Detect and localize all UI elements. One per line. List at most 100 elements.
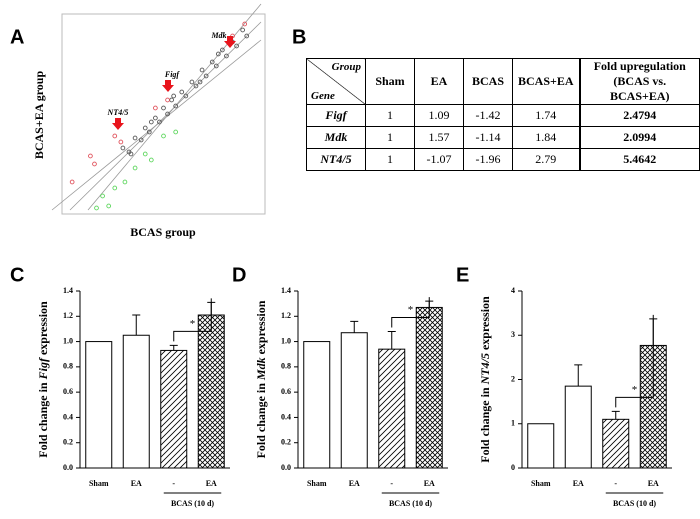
- table-cell: EA: [414, 58, 464, 105]
- y-tick-label: 0.2: [281, 438, 291, 447]
- table-cell: Sham: [365, 58, 415, 105]
- panel-label: E: [456, 264, 469, 286]
- header-line: Fold upregulation: [593, 59, 686, 73]
- table-cell: NT4/5: [306, 148, 366, 171]
- point: [112, 133, 118, 139]
- point: [171, 93, 176, 99]
- panel-label: D: [232, 264, 246, 286]
- point: [161, 133, 166, 139]
- y-tick-label: 1.4: [281, 286, 291, 295]
- point: [100, 193, 105, 199]
- arrow: [112, 118, 124, 130]
- y-tick-label: 0.0: [63, 463, 73, 472]
- point: [209, 59, 215, 65]
- arrow: [224, 36, 236, 48]
- y-tick-label: 0.8: [63, 362, 73, 371]
- bar: [160, 349, 188, 469]
- error-bar: [132, 314, 141, 336]
- table-row: Mdk 1 1.57 -1.14 1.84 2.0994: [306, 126, 700, 149]
- point: [132, 135, 138, 141]
- header-line: (BCAS vs. BCAS+EA): [610, 74, 670, 103]
- significance-bracket: [615, 314, 654, 408]
- y-tick-label: 0: [511, 463, 515, 472]
- x-tick-label: EA: [424, 479, 435, 488]
- y-label-part: Figf: [36, 357, 50, 380]
- table-cell: Group Gene: [306, 58, 366, 105]
- error-bar: [169, 344, 178, 351]
- point: [189, 79, 195, 85]
- annotation: Figf: [164, 70, 181, 79]
- y-axis-label: Fold change in NT4/5 expression: [478, 296, 492, 463]
- bar: [85, 341, 113, 469]
- bar: [415, 306, 443, 469]
- table-cell: 1.74: [511, 104, 581, 127]
- point: [183, 93, 189, 99]
- y-axis-label: Fold change in Figf expression: [36, 301, 50, 458]
- panel-label: A: [10, 26, 24, 48]
- group-label: BCAS (10 d): [613, 499, 656, 508]
- y-label-part: Fold change in: [478, 384, 492, 462]
- y-label-part: Fold change in: [254, 380, 268, 458]
- point: [148, 157, 154, 163]
- table-cell: 2.4794: [578, 104, 700, 127]
- point: [146, 129, 152, 135]
- x-tick-label: -: [614, 479, 617, 488]
- point: [173, 103, 179, 109]
- panel-label: C: [10, 264, 24, 286]
- table-cell: BCAS: [463, 58, 513, 105]
- point: [122, 179, 128, 185]
- fold-line: [69, 21, 262, 211]
- x-tick-label: Sham: [89, 479, 109, 488]
- y-label-part: NT4/5: [478, 353, 492, 385]
- x-tick-label: EA: [648, 479, 659, 488]
- error-bar: [574, 364, 583, 387]
- x-tick-label: EA: [573, 479, 584, 488]
- table-cell: BCAS+EA: [511, 58, 581, 105]
- bar: [303, 341, 331, 469]
- table-cell: Fold upregulation (BCAS vs. BCAS+EA): [578, 58, 700, 105]
- point: [128, 151, 134, 157]
- y-tick-label: 2: [511, 374, 515, 383]
- point: [179, 89, 185, 95]
- x-tick-label: -: [390, 479, 393, 488]
- point: [148, 119, 154, 125]
- significance-bracket: [391, 297, 430, 328]
- table-cell: -1.14: [463, 126, 513, 149]
- table-row: NT4/5 1 -1.07 -1.96 2.79 5.4642: [306, 148, 700, 171]
- y-tick-label: 0.6: [281, 387, 291, 396]
- point: [242, 21, 248, 27]
- point: [193, 83, 199, 89]
- point: [69, 179, 75, 185]
- table-cell: 5.4642: [578, 148, 700, 171]
- panel-label: B: [292, 26, 306, 48]
- bar: [378, 348, 406, 469]
- point: [203, 73, 209, 79]
- x-tick-label: EA: [349, 479, 360, 488]
- plot-frame: [61, 13, 266, 215]
- point: [240, 27, 246, 33]
- table-cell: 1: [365, 148, 415, 171]
- x-tick-label: Sham: [307, 479, 327, 488]
- table-cell: 1.09: [414, 104, 464, 127]
- point: [142, 125, 148, 131]
- y-tick-label: 1.0: [63, 336, 73, 345]
- y-label-part: expression: [478, 296, 492, 353]
- y-label-part: Fold change in: [36, 379, 50, 457]
- point: [138, 137, 144, 143]
- point: [112, 185, 118, 191]
- y-axis-label: Fold change in Mdk expression: [254, 300, 268, 458]
- significance-bracket: [173, 298, 212, 342]
- annotation: Mdk: [210, 31, 226, 40]
- y-tick-label: 0.4: [281, 412, 291, 421]
- point: [153, 105, 158, 111]
- y-tick-label: 1: [511, 419, 515, 428]
- y-tick-label: 0.4: [63, 412, 73, 421]
- y-tick-label: 0.8: [281, 362, 291, 371]
- table-cell: -1.42: [463, 104, 513, 127]
- table-cell: 1: [365, 104, 415, 127]
- corner-label: Group: [331, 61, 361, 73]
- point: [234, 43, 239, 49]
- bar: [564, 385, 592, 469]
- point: [142, 151, 148, 157]
